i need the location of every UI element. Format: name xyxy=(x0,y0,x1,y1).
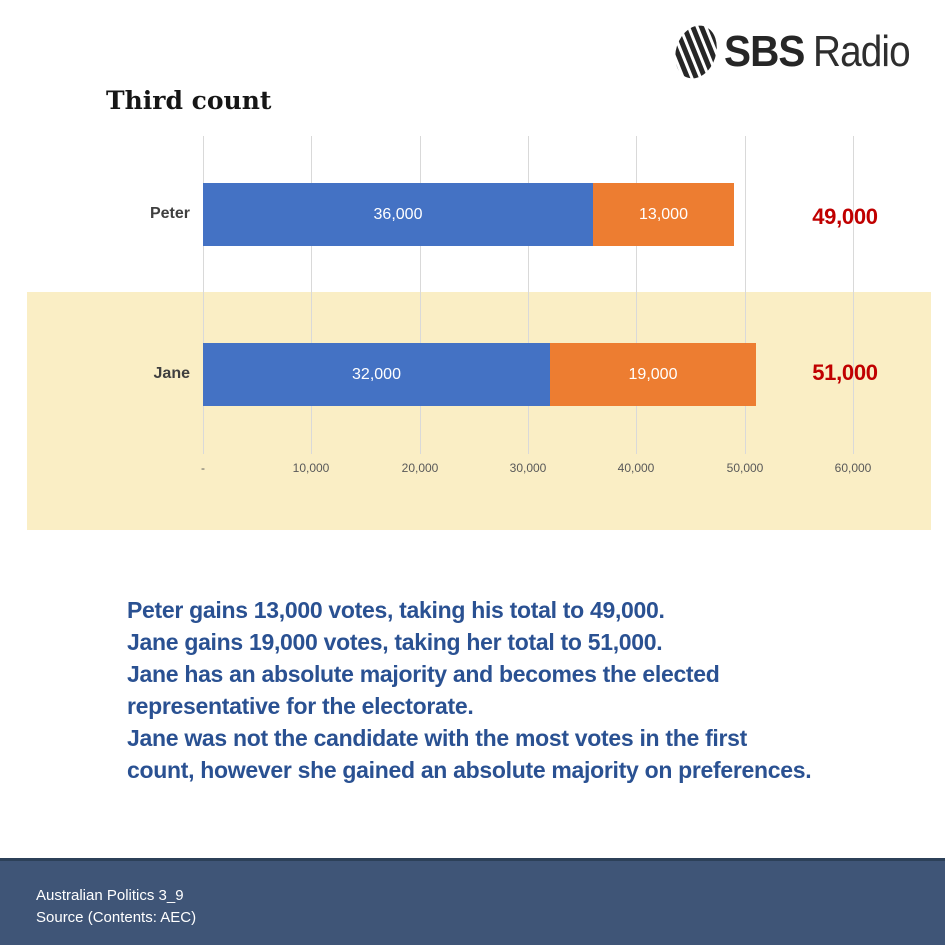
gridline xyxy=(420,136,421,454)
bar-peter-blue-segment: 36,000 xyxy=(203,183,593,246)
commentary-line: Peter gains 13,000 votes, taking his tot… xyxy=(127,597,665,623)
gridline xyxy=(636,136,637,454)
total-label-peter: 49,000 xyxy=(812,204,878,229)
bar-peter-orange-value: 13,000 xyxy=(639,205,688,223)
category-label-peter: Peter xyxy=(149,205,190,222)
commentary-line: Jane was not the candidate with the most… xyxy=(127,725,748,751)
category-label-jane: Jane xyxy=(153,365,190,382)
gridline xyxy=(745,136,746,454)
bar-jane-orange-value: 19,000 xyxy=(628,365,678,383)
commentary-block: Peter gains 13,000 votes, taking his tot… xyxy=(127,594,907,786)
footer-source: Source (Contents: AEC) xyxy=(36,909,197,926)
footer-bar: Australian Politics 3_9 Source (Contents… xyxy=(0,858,945,945)
commentary-line: count, however she gained an absolute ma… xyxy=(127,757,812,783)
gridline xyxy=(853,136,854,454)
bar-jane-blue-segment: 32,000 xyxy=(203,343,550,406)
footer-title: Australian Politics 3_9 xyxy=(36,887,184,904)
gridline xyxy=(311,136,312,454)
chart-title: Third count xyxy=(106,86,272,115)
bar-jane-orange-segment: 19,000 xyxy=(550,343,756,406)
jane-highlight-band xyxy=(27,292,931,530)
commentary-line: Jane gains 19,000 votes, taking her tota… xyxy=(127,629,663,655)
x-axis-tick-label: 30,000 xyxy=(509,461,547,475)
total-label-jane: 51,000 xyxy=(812,360,878,385)
bar-jane: 32,000 19,000 xyxy=(203,343,756,406)
logo-product-text: Radio xyxy=(813,27,911,76)
gridline xyxy=(528,136,529,454)
commentary-line: representative for the electorate. xyxy=(127,693,474,719)
bar-jane-blue-value: 32,000 xyxy=(352,365,401,383)
bar-peter: 36,000 13,000 xyxy=(203,183,734,246)
logo-brand-text: SBS xyxy=(723,27,805,76)
gridline xyxy=(203,136,204,454)
commentary-line: Jane has an absolute majority and become… xyxy=(127,661,720,687)
sbs-mercator-icon xyxy=(671,24,720,80)
x-axis-tick-label: - xyxy=(201,461,205,475)
x-axis-tick-label: 10,000 xyxy=(292,461,330,475)
bar-peter-blue-value: 36,000 xyxy=(373,205,423,223)
x-axis-tick-label: 50,000 xyxy=(726,461,764,475)
x-axis-tick-label: 20,000 xyxy=(401,461,439,475)
x-axis-tick-label: 60,000 xyxy=(834,461,872,475)
sbs-radio-logo: SBS Radio xyxy=(671,24,923,80)
x-axis-tick-label: 40,000 xyxy=(617,461,655,475)
bar-peter-orange-segment: 13,000 xyxy=(593,183,734,246)
